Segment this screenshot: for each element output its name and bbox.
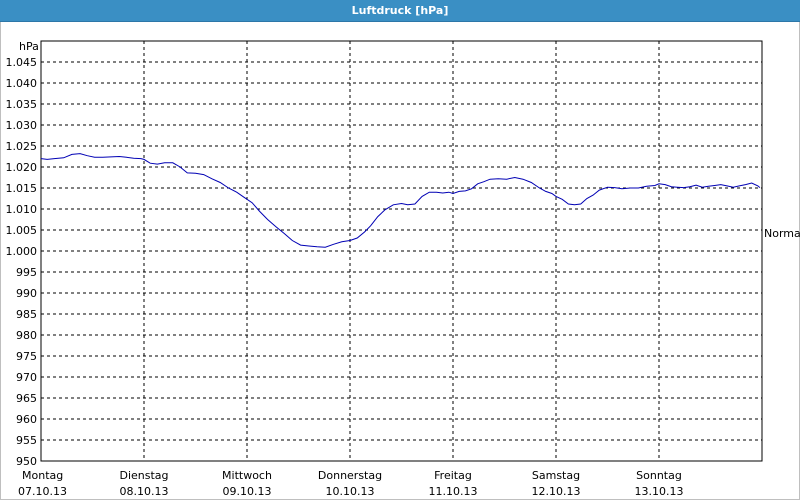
x-tick-date-label: 13.10.13 [635,485,684,498]
y-tick-label: 965 [16,392,37,405]
y-tick-label: 1.025 [6,140,38,153]
y-tick-label: 980 [16,329,37,342]
y-tick-label: 1.045 [6,56,38,69]
x-tick-day-label: Mittwoch [222,469,272,482]
y-tick-label: 1.040 [6,77,38,90]
x-tick-day-label: Donnerstag [318,469,382,482]
x-tick-day-label: Freitag [434,469,472,482]
chart-title: Luftdruck [hPa] [351,4,449,17]
y-tick-label: 985 [16,308,37,321]
y-tick-label: 1.020 [6,161,38,174]
y-axis-ticks: 950 955 960 965 970 975 980 985 990 995 1.000 1.005… [6,56,38,468]
normal-reference-label: Normal [764,227,800,240]
x-tick-day-label: Montag [22,469,63,482]
y-tick-label: 975 [16,350,37,363]
x-tick-day-label: Samstag [532,469,580,482]
y-tick-label: 1.005 [6,224,38,237]
y-axis-unit-label: hPa [19,40,39,53]
x-tick-date-label: 12.10.13 [532,485,581,498]
y-tick-label: 1.015 [6,182,38,195]
x-tick-date-label: 11.10.13 [429,485,478,498]
y-tick-label: 950 [16,455,37,468]
x-tick-date-label: 08.10.13 [120,485,169,498]
x-axis-ticks: Montag 07.10.13 Dienstag 08.10.13 Mittwoch 09… [18,469,683,498]
x-tick-date-label: 07.10.13 [18,485,67,498]
y-tick-label: 1.010 [6,203,38,216]
x-tick-day-label: Dienstag [119,469,168,482]
grid-lines [41,41,762,461]
pressure-series-line [40,153,761,248]
title-bar: Luftdruck [hPa] [0,0,800,22]
plot-area-border [40,40,763,462]
y-tick-label: 990 [16,287,37,300]
y-tick-label: 1.000 [6,245,38,258]
y-tick-label: 970 [16,371,37,384]
y-tick-label: 1.030 [6,119,38,132]
x-tick-date-label: 10.10.13 [326,485,375,498]
y-tick-label: 960 [16,413,37,426]
y-tick-label: 995 [16,266,37,279]
y-tick-label: 1.035 [6,98,38,111]
x-tick-day-label: Sonntag [636,469,682,482]
x-tick-date-label: 09.10.13 [223,485,272,498]
y-tick-label: 955 [16,434,37,447]
